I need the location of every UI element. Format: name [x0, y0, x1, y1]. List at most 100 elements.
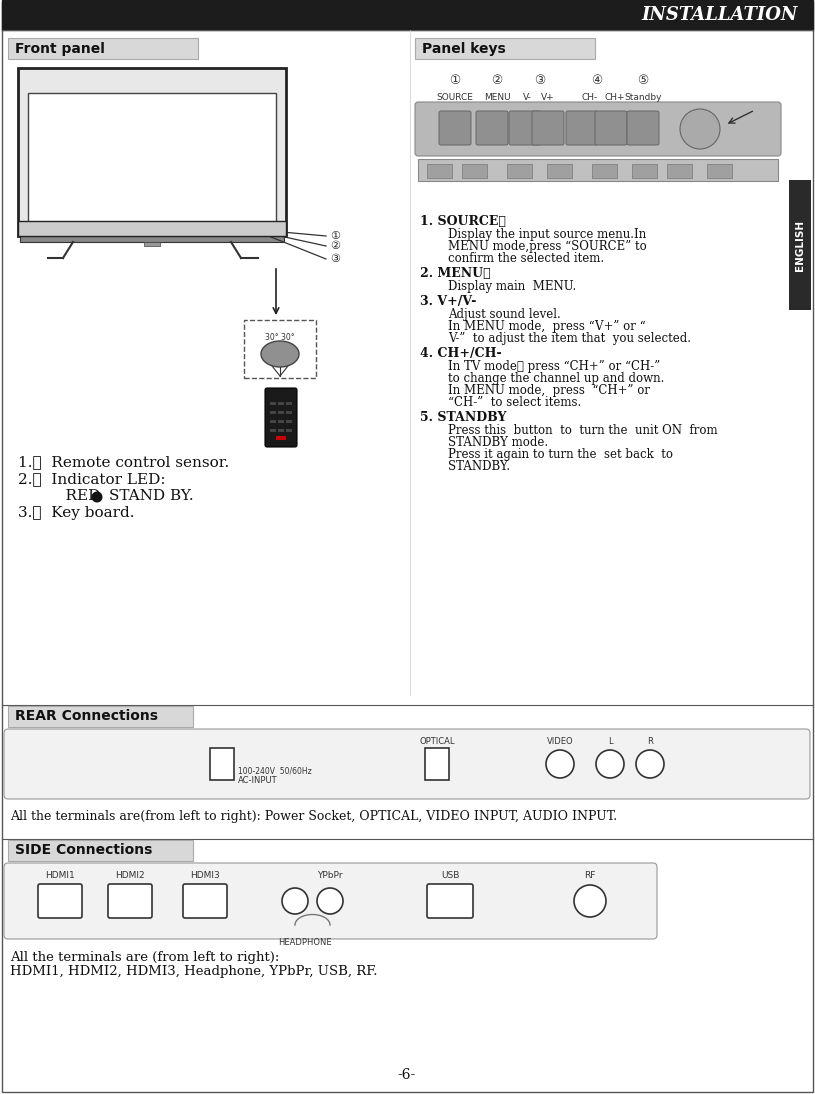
- FancyBboxPatch shape: [627, 110, 659, 146]
- Bar: [144, 242, 160, 246]
- Text: 2. MENU：: 2. MENU：: [420, 267, 491, 280]
- Bar: [278, 401, 284, 405]
- FancyBboxPatch shape: [265, 388, 297, 447]
- Bar: [425, 748, 449, 780]
- Text: STANDBY.: STANDBY.: [448, 459, 510, 473]
- Text: ①: ①: [449, 73, 460, 86]
- Text: V-”  to adjust the item that  you selected.: V-” to adjust the item that you selected…: [448, 331, 691, 345]
- Text: 5. STANDBY: 5. STANDBY: [420, 411, 506, 424]
- Circle shape: [680, 109, 720, 149]
- Text: All the terminals are (from left to right):: All the terminals are (from left to righ…: [10, 951, 280, 964]
- Text: Front panel: Front panel: [15, 42, 105, 56]
- Bar: [462, 164, 487, 178]
- Text: 30° 30°: 30° 30°: [265, 334, 295, 342]
- Text: REAR Connections: REAR Connections: [15, 710, 158, 723]
- Text: 3.　  Key board.: 3. Key board.: [18, 507, 134, 520]
- Bar: [18, 221, 286, 236]
- Text: 1.　  Remote control sensor.: 1. Remote control sensor.: [18, 455, 229, 469]
- FancyBboxPatch shape: [427, 884, 473, 918]
- FancyBboxPatch shape: [108, 884, 152, 918]
- Bar: [276, 437, 286, 440]
- Text: L: L: [608, 737, 612, 746]
- Text: SIDE Connections: SIDE Connections: [15, 843, 152, 858]
- Text: V-: V-: [522, 93, 531, 103]
- Bar: [278, 411, 284, 414]
- Text: HDMI2: HDMI2: [115, 871, 145, 880]
- FancyBboxPatch shape: [476, 110, 508, 146]
- Text: Panel keys: Panel keys: [422, 42, 506, 56]
- Text: R: R: [647, 737, 653, 746]
- Text: Press this  button  to  turn the  unit ON  from: Press this button to turn the unit ON fr…: [448, 424, 718, 437]
- Circle shape: [546, 750, 574, 778]
- FancyBboxPatch shape: [509, 110, 541, 146]
- Bar: [667, 164, 692, 178]
- Text: -6-: -6-: [398, 1068, 416, 1082]
- Text: HDMI1: HDMI1: [45, 871, 75, 880]
- Bar: [2, 0, 813, 30]
- Text: RF: RF: [584, 871, 596, 880]
- Text: CH-: CH-: [582, 93, 598, 103]
- Text: ①: ①: [330, 231, 340, 241]
- Text: 2.　  Indicator LED:: 2. Indicator LED:: [18, 472, 165, 486]
- Bar: [789, 181, 811, 310]
- FancyBboxPatch shape: [4, 729, 810, 799]
- Text: RED: RED: [46, 489, 100, 503]
- Bar: [547, 164, 572, 178]
- Bar: [270, 401, 276, 405]
- Text: Standby: Standby: [624, 93, 662, 103]
- Text: ②: ②: [330, 241, 340, 251]
- Text: MENU mode,press “SOURCE” to: MENU mode,press “SOURCE” to: [448, 240, 647, 253]
- Circle shape: [574, 885, 606, 917]
- Text: ②: ②: [491, 73, 503, 86]
- Circle shape: [91, 491, 103, 502]
- Text: ENGLISH: ENGLISH: [795, 220, 805, 270]
- Text: ⑤: ⑤: [637, 73, 649, 86]
- Bar: [278, 429, 284, 432]
- Text: USB: USB: [441, 871, 459, 880]
- Bar: [270, 429, 276, 432]
- FancyBboxPatch shape: [8, 706, 193, 728]
- Bar: [286, 429, 292, 432]
- Bar: [18, 68, 286, 236]
- Text: Press it again to turn the  set back  to: Press it again to turn the set back to: [448, 449, 673, 461]
- Text: 4. CH+/CH-: 4. CH+/CH-: [420, 347, 501, 360]
- Text: In TV mode， press “CH+” or “CH-”: In TV mode， press “CH+” or “CH-”: [448, 360, 660, 373]
- Bar: [286, 411, 292, 414]
- Text: ③: ③: [535, 73, 545, 86]
- Text: HDMI3: HDMI3: [190, 871, 220, 880]
- FancyBboxPatch shape: [4, 863, 657, 939]
- Circle shape: [282, 888, 308, 913]
- FancyBboxPatch shape: [415, 38, 595, 59]
- Bar: [286, 401, 292, 405]
- Text: AC-INPUT: AC-INPUT: [238, 776, 278, 785]
- Text: All the terminals are(from left to right): Power Socket, OPTICAL, VIDEO INPUT, A: All the terminals are(from left to right…: [10, 810, 617, 823]
- Text: STANDBY mode.: STANDBY mode.: [448, 437, 548, 449]
- Bar: [270, 420, 276, 423]
- Text: INSTALLATION: INSTALLATION: [641, 5, 798, 24]
- Text: “CH-”  to select items.: “CH-” to select items.: [448, 396, 581, 409]
- Bar: [427, 164, 452, 178]
- Text: STAND BY.: STAND BY.: [109, 489, 194, 503]
- Bar: [28, 93, 276, 226]
- Bar: [592, 164, 617, 178]
- FancyBboxPatch shape: [183, 884, 227, 918]
- Bar: [418, 159, 778, 181]
- Bar: [632, 164, 657, 178]
- Text: HDMI1, HDMI2, HDMI3, Headphone, YPbPr, USB, RF.: HDMI1, HDMI2, HDMI3, Headphone, YPbPr, U…: [10, 965, 377, 978]
- Text: In MENU mode,  press “V+” or “: In MENU mode, press “V+” or “: [448, 321, 645, 333]
- Bar: [244, 321, 316, 379]
- Text: SOURCE: SOURCE: [437, 93, 474, 103]
- Text: 3. V+/V-: 3. V+/V-: [420, 295, 477, 309]
- Text: 1. SOURCE：: 1. SOURCE：: [420, 216, 506, 228]
- Text: In MENU mode,  press  “CH+” or: In MENU mode, press “CH+” or: [448, 384, 650, 397]
- Text: YPbPr: YPbPr: [317, 871, 343, 880]
- Bar: [507, 164, 532, 178]
- Text: ③: ③: [330, 254, 340, 264]
- Text: Display main  MENU.: Display main MENU.: [448, 280, 576, 293]
- FancyBboxPatch shape: [8, 840, 193, 861]
- FancyBboxPatch shape: [38, 884, 82, 918]
- Bar: [286, 420, 292, 423]
- FancyBboxPatch shape: [8, 38, 198, 59]
- Ellipse shape: [261, 341, 299, 366]
- Bar: [707, 164, 732, 178]
